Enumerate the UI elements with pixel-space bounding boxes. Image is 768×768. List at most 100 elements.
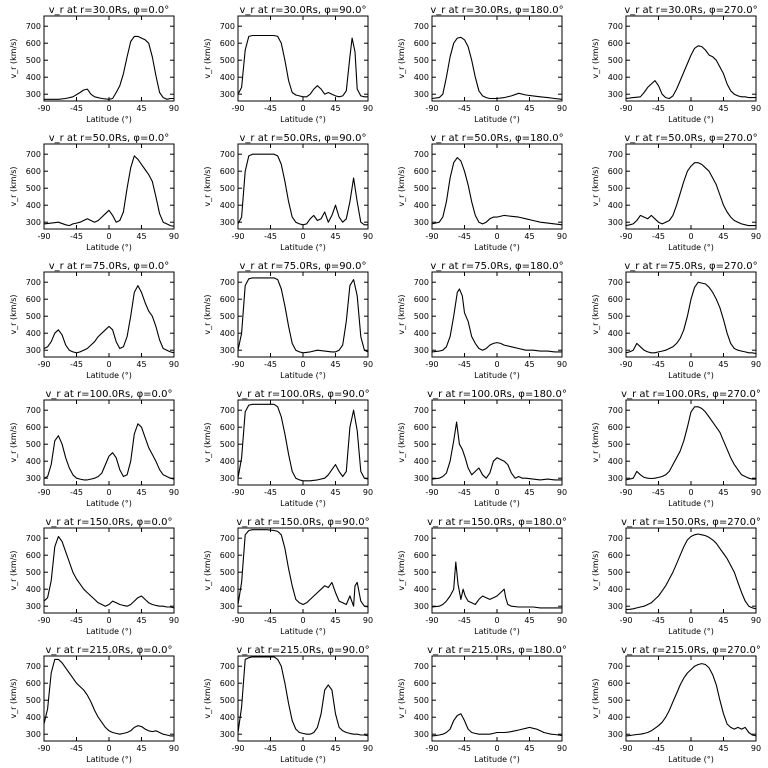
data-line [43,155,175,227]
x-tick-label: 45 [330,104,340,113]
y-tick-label: 300 [414,602,429,611]
x-tick-label: 0 [106,104,111,113]
y-tick-label: 400 [220,201,235,210]
y-tick-label: 400 [608,585,623,594]
y-axis-label: v_r (km/s) [9,678,18,718]
x-tick-label: 90 [557,360,567,369]
x-tick-label: 0 [494,104,499,113]
y-tick-label: 300 [608,218,623,227]
x-tick-label: -90 [425,232,438,241]
y-tick-label: 400 [414,73,429,82]
plot-frame [43,15,175,102]
x-tick-label: 45 [718,488,728,497]
data-line [625,406,756,481]
x-tick-label: 0 [688,360,693,369]
x-tick-label: 90 [557,104,567,113]
chart-panel: v_r at r=75.0Rs, φ=0.0° -90 -45 0 45 90 300 400… [9,261,179,380]
chart-panel: v_r at r=30.0Rs, φ=90.0° -90 -45 0 45 90 300 40… [203,5,373,124]
x-tick-label: -90 [619,488,632,497]
y-tick-label: 300 [414,90,429,99]
y-tick-label: 700 [26,278,41,287]
x-tick-label: -45 [70,232,83,241]
data-line [625,533,757,611]
x-tick-label: -45 [652,488,665,497]
y-tick-label: 600 [414,39,429,48]
y-tick-label: 500 [608,312,623,321]
y-tick-label: 600 [220,423,235,432]
x-axis-label: Latitude (°) [474,243,520,252]
x-axis-label: Latitude (°) [280,243,326,252]
y-tick-label: 600 [26,39,41,48]
y-tick-label: 700 [608,278,623,287]
y-tick-label: 600 [220,39,235,48]
x-tick-label: 0 [688,104,693,113]
y-axis-label: v_r (km/s) [9,550,18,590]
x-tick-label: -90 [425,744,438,753]
chart-title: v_r at r=100.0Rs, φ=90.0° [236,389,369,400]
x-tick-label: 45 [524,232,534,241]
chart-title: v_r at r=215.0Rs, φ=0.0° [46,645,173,656]
x-tick-label: 90 [751,488,761,497]
y-tick-label: 600 [414,167,429,176]
chart-panel: v_r at r=75.0Rs, φ=90.0° -90 -45 0 45 90 300 40… [203,261,373,380]
x-tick-label: 45 [330,616,340,625]
y-tick-label: 600 [414,551,429,560]
x-axis-label: Latitude (°) [474,115,520,124]
x-tick-label: -90 [231,104,244,113]
y-tick-label: 400 [414,201,429,210]
y-tick-label: 500 [220,568,235,577]
y-tick-label: 400 [26,201,41,210]
chart-title: v_r at r=50.0Rs, φ=90.0° [240,133,367,144]
y-tick-label: 700 [608,406,623,415]
x-tick-label: 0 [300,488,305,497]
y-tick-label: 500 [26,440,41,449]
data-line [431,288,562,353]
x-axis-label: Latitude (°) [86,243,132,252]
x-tick-label: 45 [718,232,728,241]
plot-frame [431,655,563,742]
x-tick-label: 45 [524,616,534,625]
x-tick-label: 90 [169,104,179,113]
plot-frame [431,15,563,102]
y-tick-label: 600 [220,295,235,304]
y-axis-label: v_r (km/s) [397,550,406,590]
y-tick-label: 700 [26,22,41,31]
y-tick-label: 300 [608,602,623,611]
y-tick-label: 300 [608,474,623,483]
y-tick-label: 400 [414,585,429,594]
chart-panel: v_r at r=30.0Rs, φ=0.0° -90 -45 0 45 90 300 400… [9,5,179,124]
y-tick-label: 400 [608,713,623,722]
plot-frame [431,271,563,358]
x-tick-label: -45 [652,360,665,369]
y-tick-label: 700 [220,22,235,31]
y-tick-label: 300 [608,90,623,99]
x-tick-label: -90 [37,232,50,241]
y-tick-label: 300 [220,730,235,739]
x-tick-label: 0 [106,232,111,241]
chart-panel: v_r at r=50.0Rs, φ=90.0° -90 -45 0 45 90 300 40… [203,133,373,252]
x-tick-label: 90 [751,104,761,113]
x-tick-label: -45 [458,744,471,753]
x-tick-label: -90 [425,488,438,497]
y-tick-label: 300 [26,730,41,739]
y-tick-label: 600 [26,295,41,304]
y-tick-label: 400 [26,585,41,594]
x-tick-label: 0 [494,360,499,369]
x-tick-label: -90 [425,360,438,369]
y-tick-label: 300 [220,218,235,227]
x-tick-label: 0 [688,616,693,625]
x-tick-label: 0 [688,232,693,241]
y-tick-label: 700 [220,278,235,287]
y-tick-label: 600 [608,423,623,432]
x-tick-label: 45 [136,744,146,753]
y-axis-label: v_r (km/s) [203,294,212,334]
chart-title: v_r at r=75.0Rs, φ=0.0° [49,261,170,272]
x-axis-label: Latitude (°) [280,499,326,508]
y-axis-label: v_r (km/s) [9,422,18,462]
y-tick-label: 300 [414,218,429,227]
data-line [625,45,756,100]
y-tick-label: 700 [220,406,235,415]
x-axis-label: Latitude (°) [280,627,326,636]
x-tick-label: 45 [136,488,146,497]
data-line [431,157,563,226]
